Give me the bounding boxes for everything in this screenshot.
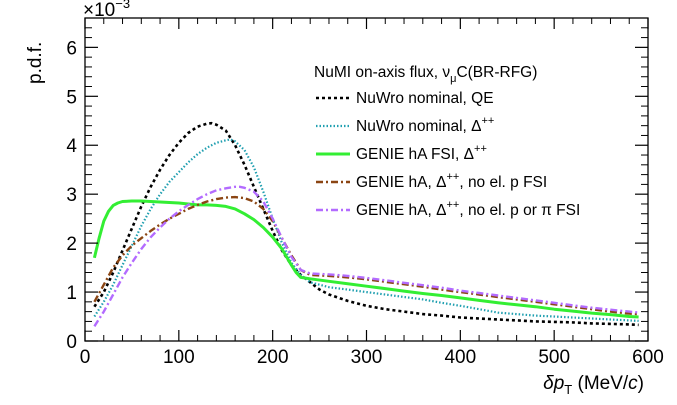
legend-label-1: NuWro nominal, QE: [356, 90, 494, 107]
series-line-5: [93, 185, 639, 327]
series-layer: [92, 121, 639, 327]
ticks-layer: 0 100 200 300 400 500 600 0 1 2 3 4 5 6: [66, 17, 664, 368]
y-axis-title: p.d.f.: [25, 42, 46, 84]
x-tick-label: 100: [163, 347, 195, 368]
legend-label-sup: ++: [474, 143, 487, 155]
legend: NuMI on-axis flux, νμC(BR-RFG) NuWro nom…: [314, 64, 580, 219]
y-exponent-prefix: ×10: [83, 0, 115, 21]
legend-header-a: NuMI on-axis flux, ν: [314, 64, 450, 81]
y-tick-label: 3: [66, 185, 77, 206]
legend-label-sup: ++: [446, 199, 459, 211]
x-tick-label: 0: [80, 347, 91, 368]
legend-label-main: NuWro nominal, Δ: [356, 118, 482, 135]
legend-label-sup: ++: [446, 171, 459, 183]
legend-header-sub: μ: [450, 73, 456, 85]
x-tick-label: 300: [351, 347, 383, 368]
legend-label-5: GENIE hA, Δ++, no el. p or π FSI: [356, 199, 580, 219]
y-tick-label: 0: [66, 332, 77, 353]
legend-label-sup: ++: [482, 115, 495, 127]
legend-header: NuMI on-axis flux, νμC(BR-RFG): [314, 64, 537, 85]
y-tick-label: 5: [66, 87, 77, 108]
x-tick-label: 500: [538, 347, 570, 368]
series-line-2: [93, 138, 639, 322]
y-tick-label: 4: [66, 136, 77, 157]
legend-label-main: NuWro nominal, QE: [356, 90, 494, 107]
series-line-3: [92, 199, 639, 319]
series-line-1: [93, 121, 639, 327]
legend-label-main: GENIE hA FSI, Δ: [356, 146, 474, 163]
y-tick-label: 1: [66, 283, 77, 304]
legend-label-4: GENIE hA, Δ++, no el. p FSI: [356, 171, 547, 191]
y-tick-label: 6: [66, 38, 77, 59]
x-axis-title-main: δp: [543, 373, 564, 394]
y-tick-label: 2: [66, 234, 77, 255]
x-axis-title-unit: (MeV/: [572, 373, 629, 394]
x-tick-label: 600: [632, 347, 664, 368]
legend-label-tail: , no el. p FSI: [459, 174, 547, 191]
legend-label-main: GENIE hA, Δ: [356, 174, 446, 191]
legend-label-tail: , no el. p or π FSI: [459, 202, 580, 219]
y-exponent-label: ×10−3: [83, 0, 130, 21]
x-axis-title-sub: T: [564, 382, 572, 397]
x-tick-label: 200: [257, 347, 289, 368]
x-axis-title-unit-close: ): [638, 373, 644, 394]
x-axis-title-unit-c: c: [628, 373, 638, 394]
y-exponent-power: −3: [115, 0, 130, 11]
x-tick-label: 400: [444, 347, 476, 368]
x-axis-title: δpT (MeV/c): [543, 373, 644, 397]
legend-label-2: NuWro nominal, Δ++: [356, 115, 494, 135]
legend-header-b: C(BR-RFG): [456, 64, 537, 81]
legend-label-3: GENIE hA FSI, Δ++: [356, 143, 487, 163]
legend-label-main: GENIE hA, Δ: [356, 202, 446, 219]
